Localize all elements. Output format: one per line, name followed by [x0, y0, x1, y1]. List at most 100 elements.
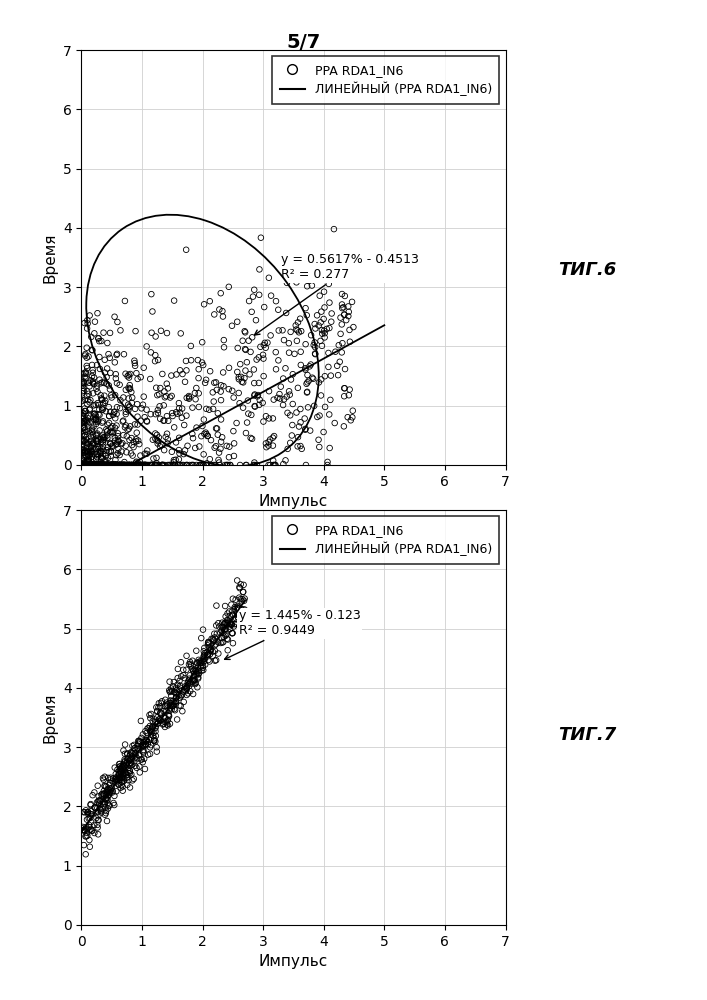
Point: [78, 457, 89, 473]
Point: [83, 408, 94, 424]
Point: [173, 457, 184, 473]
Point: [139, 409, 151, 425]
Point: [115, 765, 127, 781]
Point: [90, 457, 101, 473]
Point: [338, 299, 349, 315]
Point: [89, 457, 100, 473]
Point: [234, 580, 245, 596]
Point: [83, 806, 94, 822]
Point: [218, 364, 229, 380]
Point: [142, 720, 153, 736]
Point: [286, 372, 297, 388]
Point: [93, 333, 105, 349]
Point: [178, 694, 189, 710]
Point: [79, 457, 90, 473]
Point: [308, 398, 320, 414]
Point: [181, 362, 192, 378]
Point: [96, 457, 107, 473]
Point: [77, 457, 88, 473]
Point: [110, 447, 122, 463]
Point: [99, 395, 110, 411]
Point: [284, 335, 295, 351]
Point: [76, 457, 87, 473]
Point: [102, 782, 113, 798]
Point: [76, 457, 88, 473]
Point: [203, 636, 214, 652]
Point: [198, 649, 209, 665]
Point: [79, 457, 90, 473]
Point: [197, 660, 209, 676]
Point: [253, 375, 264, 391]
Point: [79, 804, 90, 820]
Point: [195, 659, 206, 675]
Point: [91, 457, 103, 473]
Point: [185, 656, 197, 672]
Point: [160, 698, 171, 714]
Point: [157, 457, 168, 473]
Point: [101, 457, 112, 473]
Point: [88, 457, 99, 473]
Point: [134, 758, 145, 774]
Point: [81, 457, 92, 473]
Point: [343, 387, 354, 403]
Point: [151, 714, 163, 730]
Point: [95, 457, 107, 473]
Point: [102, 781, 113, 797]
Point: [119, 771, 130, 787]
Point: [131, 433, 142, 449]
Point: [110, 387, 121, 403]
Point: [95, 434, 107, 450]
Point: [83, 457, 94, 473]
Point: [175, 457, 186, 473]
Point: [90, 457, 101, 473]
Point: [151, 699, 162, 715]
Point: [204, 363, 216, 379]
Point: [326, 305, 337, 321]
Point: [86, 823, 98, 839]
Point: [241, 354, 252, 370]
Point: [86, 457, 97, 473]
Point: [217, 303, 228, 319]
Point: [114, 770, 125, 786]
Point: [96, 457, 107, 473]
Point: [337, 286, 348, 302]
Point: [100, 457, 112, 473]
Point: [127, 738, 138, 754]
Point: [96, 415, 107, 431]
Point: [160, 429, 171, 445]
Point: [92, 433, 103, 449]
Point: [117, 457, 128, 473]
Point: [143, 457, 154, 473]
Point: [300, 457, 312, 473]
Point: [135, 713, 146, 729]
Point: [150, 426, 161, 442]
Point: [81, 414, 93, 430]
Point: [123, 370, 134, 386]
Point: [107, 785, 118, 801]
Point: [88, 375, 99, 391]
Point: [229, 599, 240, 615]
Point: [119, 746, 131, 762]
Point: [239, 591, 250, 607]
Point: [115, 436, 127, 452]
Text: y = 1.445% - 0.123
R² = 0.9449: y = 1.445% - 0.123 R² = 0.9449: [225, 609, 361, 659]
Point: [169, 684, 180, 700]
Point: [150, 733, 161, 749]
Point: [187, 686, 199, 702]
Point: [164, 684, 175, 700]
Point: [105, 435, 116, 451]
Point: [97, 457, 108, 473]
Point: [137, 737, 148, 753]
Point: [86, 457, 98, 473]
Point: [293, 324, 305, 340]
Point: [81, 804, 93, 820]
Point: [100, 791, 111, 807]
Point: [109, 788, 120, 804]
Point: [209, 633, 220, 649]
Point: [223, 439, 235, 455]
Point: [85, 457, 96, 473]
Point: [76, 457, 87, 473]
Point: [140, 732, 151, 748]
Point: [235, 601, 247, 617]
Point: [92, 447, 103, 463]
